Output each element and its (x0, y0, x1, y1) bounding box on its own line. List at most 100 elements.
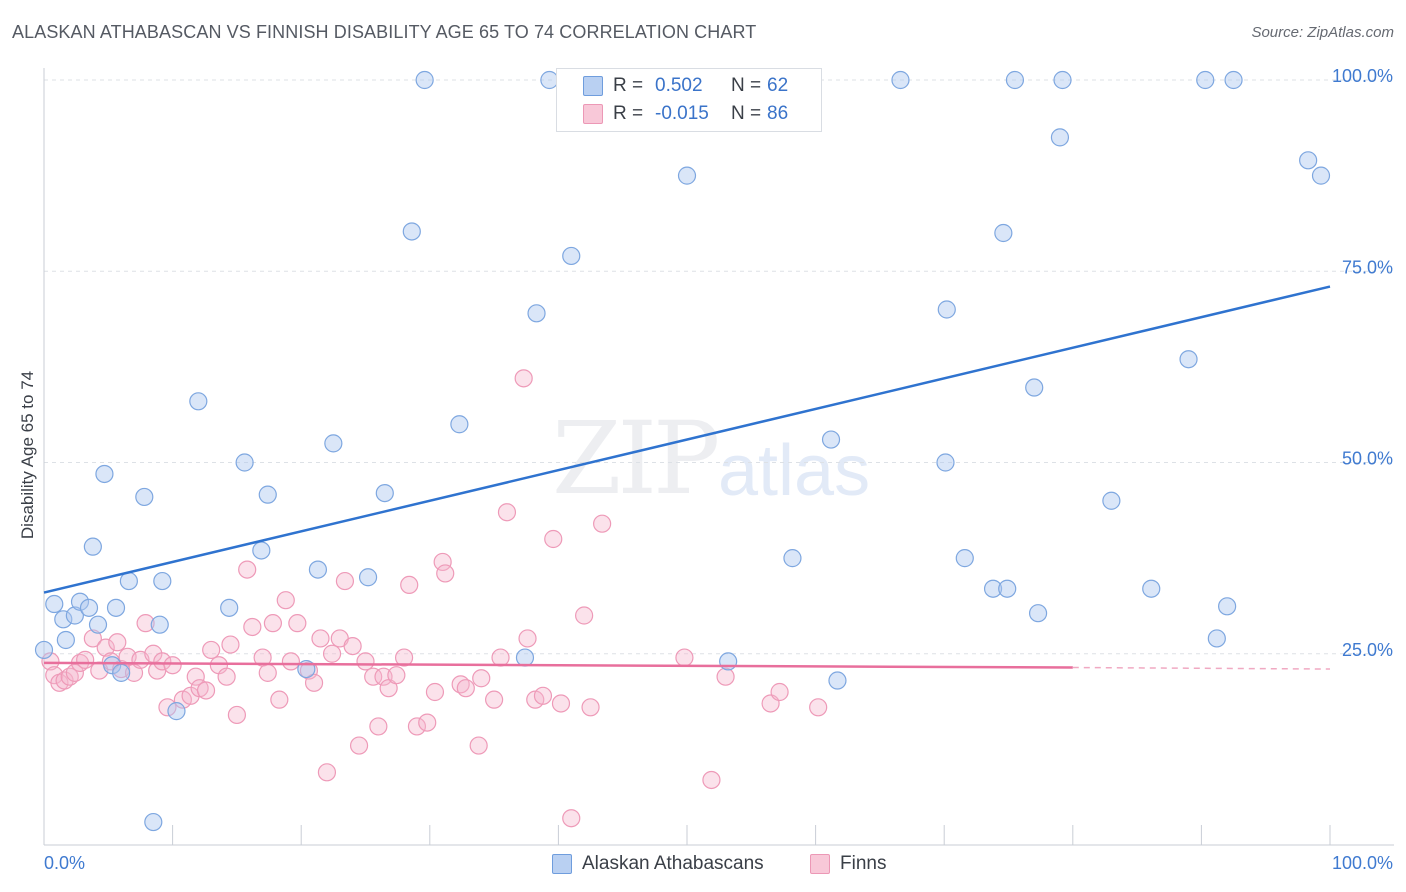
finns-point (456, 679, 475, 698)
finns-point (551, 694, 571, 713)
finns-point (343, 636, 362, 656)
athabascan-point (79, 598, 99, 617)
r-label: R = (613, 75, 644, 96)
finns-point (809, 698, 828, 717)
finns-point (227, 705, 246, 725)
finns-point (770, 682, 789, 702)
athabascan-point (998, 579, 1017, 598)
n-value: 86 (767, 103, 789, 124)
athabascan-point (450, 415, 469, 434)
athabascan-point (1142, 579, 1161, 598)
finns-point (136, 614, 155, 633)
finns-point (433, 552, 452, 572)
athabascan-point (1102, 491, 1121, 510)
athabascan-point (1028, 604, 1048, 623)
athabascan-point (54, 610, 73, 629)
athabascan-point (783, 549, 802, 568)
finns-point (322, 644, 342, 663)
athabascan-point (936, 453, 955, 472)
athabascan-point (252, 541, 271, 560)
athabascan-point (167, 702, 186, 721)
athabascan-point (324, 434, 343, 453)
finns-trend-line (43, 661, 1073, 669)
athabascan-point (150, 615, 169, 634)
finns-point (281, 652, 301, 671)
finns-point (675, 648, 694, 667)
finns-point (485, 690, 504, 709)
finns-point (335, 571, 355, 591)
athabascan-point (955, 549, 974, 568)
athabascan-point (358, 568, 378, 587)
athabascan-point (112, 663, 131, 682)
athabascan-point (562, 246, 581, 266)
athabascan-point (891, 70, 910, 90)
athabascan-point (375, 484, 394, 503)
finns-point (514, 369, 533, 388)
watermark-atlas: atlas (718, 431, 871, 511)
y-tick-label: 75.0% (1342, 257, 1393, 277)
finns-point (196, 681, 216, 700)
finns-point (217, 667, 236, 686)
athabascan-point (994, 223, 1013, 243)
y-tick-label: 50.0% (1342, 449, 1393, 469)
finns-point (221, 635, 240, 654)
athabascan-legend-label: Alaskan Athabascans (582, 853, 764, 874)
finns-point (418, 713, 437, 732)
athabascan-point (821, 430, 841, 449)
finns-point (258, 663, 277, 682)
finns-point (407, 717, 427, 736)
finns-point (369, 717, 388, 736)
athabascan-point (220, 598, 239, 617)
finns-point (497, 503, 517, 522)
finns-point (317, 763, 337, 782)
athabascan-point (1025, 378, 1044, 397)
n-value: 62 (767, 75, 789, 96)
finns-point (243, 617, 262, 637)
finns-swatch (810, 854, 830, 874)
athabascan-point (1311, 166, 1331, 185)
r-value: -0.015 (655, 103, 709, 124)
athabascan-point (65, 606, 84, 625)
correlation-legend: R = 0.502 N = 62 R = -0.015 N = 86 (556, 68, 822, 132)
finns-point (387, 666, 406, 685)
finns-point (394, 648, 414, 667)
athabascan-point (983, 579, 1003, 598)
finns-point (436, 564, 455, 583)
athabascan-point (1207, 629, 1226, 648)
athabascan-point (153, 571, 172, 591)
r-value: 0.502 (655, 75, 703, 96)
x-tick-label: 0.0% (44, 853, 85, 873)
finns-point (304, 673, 324, 692)
athabascan-point (1053, 70, 1072, 90)
finns-point (400, 575, 419, 595)
finns-point (202, 640, 221, 660)
finns-point (425, 682, 445, 702)
bottom-legend-finns: Finns (810, 852, 886, 876)
athabascan-point (402, 222, 421, 241)
athabascan-point (258, 485, 277, 504)
athabascan-point (1050, 128, 1070, 147)
athabascan-point (135, 487, 154, 507)
athabascan-point (235, 453, 254, 472)
legend-row-finns: R = -0.015 N = 86 (583, 103, 788, 125)
finns-point (276, 591, 295, 610)
athabascan-point (70, 592, 90, 611)
athabascan-point (83, 537, 102, 556)
finns-point (581, 698, 600, 717)
athabascan-point (1179, 350, 1198, 369)
watermark-zip: ZIP (552, 400, 720, 517)
bottom-legend-athabascan: Alaskan Athabascans (552, 852, 764, 876)
finns-point (65, 663, 84, 682)
finns-point (349, 736, 369, 755)
finns-point (544, 529, 563, 549)
chart-title: ALASKAN ATHABASCAN VS FINNISH DISABILITY… (12, 22, 757, 42)
finns-point (364, 667, 383, 686)
finns-point (41, 652, 60, 671)
athabascan-point (45, 594, 64, 614)
athabascan-point (56, 630, 75, 650)
finns-trend-extension (1072, 666, 1331, 670)
y-tick-label: 100.0% (1332, 66, 1393, 86)
legend-row-athabascan: R = 0.502 N = 62 (583, 75, 788, 97)
finns-point (153, 652, 172, 671)
